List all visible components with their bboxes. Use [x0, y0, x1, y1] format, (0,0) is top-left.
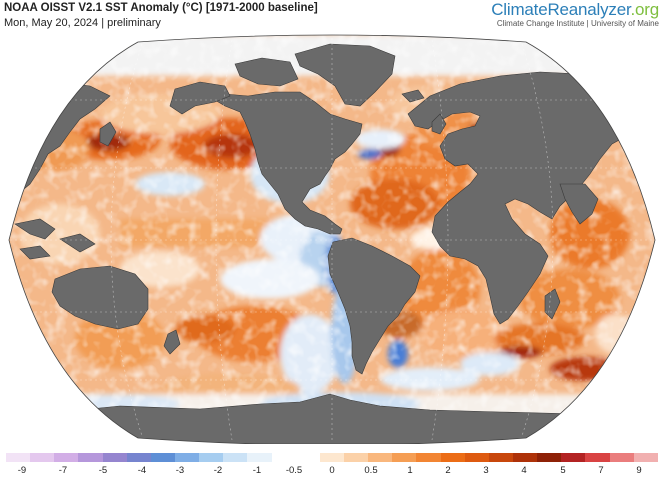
colorbar-tick-label: 0.5 [364, 465, 378, 476]
colorbar-swatch [633, 453, 658, 462]
colorbar-swatch [295, 453, 320, 462]
colorbar-swatch [247, 453, 272, 462]
southeast-asia [14, 218, 96, 260]
colorbar [6, 453, 658, 462]
north-america [214, 91, 363, 235]
sst-anomaly-map [8, 34, 656, 444]
brand-affiliation: Climate Change Institute | University of… [496, 19, 659, 28]
colorbar-swatch [537, 453, 562, 462]
australia [51, 265, 149, 330]
colorbar-swatch [223, 453, 248, 462]
colorbar-swatch [561, 453, 586, 462]
graticule [9, 38, 655, 442]
map-date: Mon, May 20, 2024 | preliminary [4, 17, 161, 29]
colorbar-swatch [271, 453, 296, 462]
colorbar-swatch [512, 453, 538, 462]
colorbar-swatch [174, 453, 200, 462]
colorbar-tick-label: -0.5 [285, 465, 303, 476]
map-title: NOAA OISST V2.1 SST Anomaly (°C) [1971-2… [4, 2, 318, 14]
colorbar-tick-label: 9 [636, 465, 642, 476]
brand: ClimateReanalyzer.org Climate Change Ins… [491, 0, 659, 28]
colorbar-swatch [464, 453, 489, 462]
colorbar-swatch [102, 453, 127, 462]
colorbar-swatch [126, 453, 151, 462]
globe-outline [8, 34, 656, 444]
colorbar-swatch [199, 453, 224, 462]
colorbar-tick-label: -4 [137, 465, 147, 476]
colorbar-swatch [6, 453, 31, 462]
brand-tld: .org [630, 0, 660, 19]
new-zealand [163, 329, 181, 355]
brand-logo[interactable]: ClimateReanalyzer.org [491, 0, 659, 20]
colorbar-swatch [150, 453, 175, 462]
colorbar-swatch [319, 453, 344, 462]
antarctica [9, 393, 655, 444]
colorbar-swatch [368, 453, 393, 462]
colorbar-tick-label: 3 [483, 465, 489, 476]
south-america [327, 237, 421, 375]
colorbar-swatch [78, 453, 103, 462]
colorbar-swatch [585, 453, 610, 462]
colorbar-labels: -9 -7 -5 -4 -3 -2 -1 -0.5 0 0.5 1 2 3 4 5 7 9 [0, 465, 665, 479]
colorbar-tick-label: 2 [445, 465, 451, 476]
colorbar-swatch [392, 453, 417, 462]
colorbar-tick-label: 5 [560, 465, 566, 476]
colorbar-tick-label: -1 [252, 465, 262, 476]
colorbar-swatch [416, 453, 441, 462]
india-arabia [559, 183, 599, 225]
iceland [401, 89, 425, 103]
greenland [294, 43, 396, 107]
colorbar-tick-label: 1 [407, 465, 413, 476]
canadian-archipelago [234, 57, 299, 87]
colorbar-swatch [343, 453, 369, 462]
colorbar-tick-label: 4 [521, 465, 527, 476]
colorbar-tick-label: -5 [98, 465, 108, 476]
colorbar-tick-label: -7 [58, 465, 68, 476]
uk-ireland [431, 113, 447, 135]
colorbar-swatch [488, 453, 513, 462]
alaska [169, 81, 231, 115]
colorbar-tick-label: 0 [329, 465, 335, 476]
colorbar-swatch [54, 453, 79, 462]
colorbar-swatch [609, 453, 634, 462]
colorbar-tick-label: -2 [213, 465, 223, 476]
colorbar-tick-label: -3 [175, 465, 185, 476]
colorbar-tick-label: -9 [17, 465, 27, 476]
brand-name: ClimateReanalyzer [491, 0, 631, 19]
japan [99, 121, 117, 147]
colorbar-swatch [440, 453, 465, 462]
colorbar-tick-label: 7 [598, 465, 604, 476]
colorbar-swatch [30, 453, 55, 462]
